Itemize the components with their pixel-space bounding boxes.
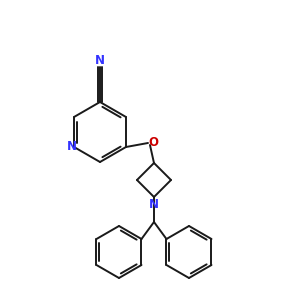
Text: O: O (148, 136, 158, 148)
Text: N: N (67, 140, 77, 154)
Text: N: N (95, 55, 105, 68)
Text: N: N (149, 198, 159, 211)
